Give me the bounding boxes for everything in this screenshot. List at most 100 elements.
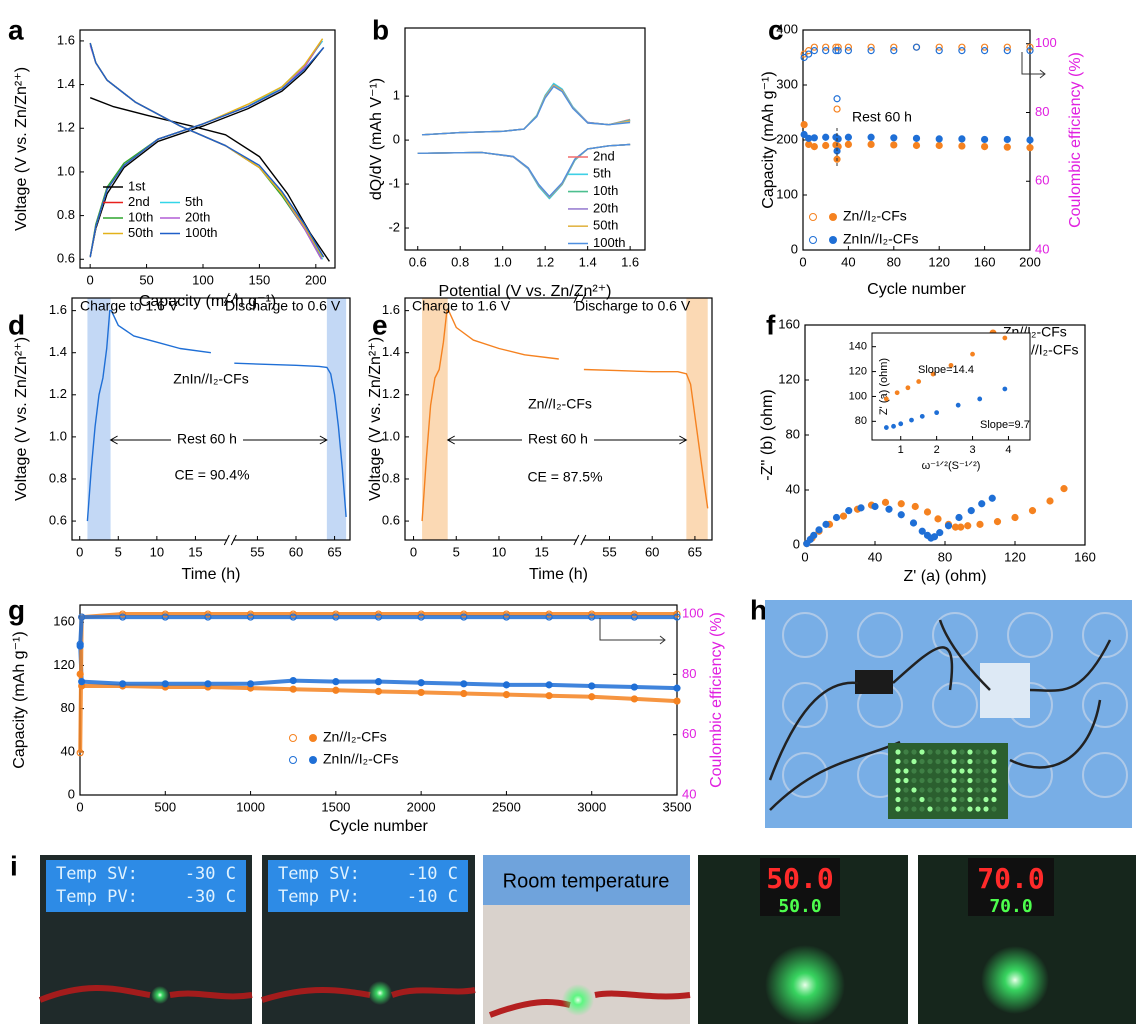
data-point <box>1002 386 1008 392</box>
panel-label: g <box>8 594 25 625</box>
y2-tick-label: 100 <box>682 605 704 620</box>
led <box>959 777 965 784</box>
lcd <box>46 860 246 912</box>
data-point <box>332 678 340 686</box>
x-tick-label: 0 <box>76 544 83 559</box>
x-tick-label: 1.0 <box>494 254 512 269</box>
x-tick-label: 160 <box>1074 549 1096 564</box>
series-line <box>86 309 347 522</box>
y2-tick-label: 40 <box>682 786 696 801</box>
x-tick-label: 0 <box>799 254 806 269</box>
data-point <box>912 141 921 150</box>
y-tick-label: 80 <box>855 415 867 427</box>
legend-label: 1st <box>128 178 146 193</box>
panel-label: h <box>750 594 767 625</box>
panel-label: c <box>768 14 784 45</box>
data-point <box>839 512 848 520</box>
led <box>919 749 925 755</box>
annotation: Discharge to 0.6 V <box>575 298 691 314</box>
battery <box>855 670 893 694</box>
legend-label: 2nd <box>593 148 615 163</box>
frame-2: Temp SV: -10 C Temp PV: -10 C <box>261 855 476 1024</box>
lcd-text: Temp SV: <box>56 864 138 884</box>
data-point <box>545 692 553 700</box>
shaded-band <box>326 298 347 540</box>
y-tick-label: 100 <box>849 390 867 402</box>
y-tick-label: 400 <box>776 21 798 36</box>
controller <box>760 858 840 916</box>
ce-point <box>834 47 842 55</box>
ce-point <box>1003 43 1011 51</box>
y-tick-label: 1.0 <box>57 163 75 178</box>
data-point <box>545 681 553 689</box>
series-line <box>417 84 631 199</box>
data-point <box>673 684 681 692</box>
y2-tick-label: 60 <box>1035 173 1049 188</box>
emblem <box>782 612 828 658</box>
led <box>975 787 981 793</box>
led <box>911 749 917 755</box>
x-tick-label: 0 <box>801 549 808 564</box>
data-point <box>883 425 889 430</box>
legend-marker <box>809 236 817 244</box>
x-tick-label: 10 <box>150 544 164 559</box>
data-point <box>810 531 818 539</box>
x-tick-label: 200 <box>1019 254 1041 269</box>
plot-frame <box>404 297 713 541</box>
led <box>927 787 933 793</box>
y-tick-label: 1.6 <box>49 302 67 317</box>
y-tick-label: 100 <box>776 186 798 201</box>
y-axis-label: Capacity (mAh g⁻¹) <box>760 71 777 208</box>
x-tick-label: 4 <box>1005 444 1011 456</box>
frame-5: 70.0 70.0 <box>918 855 1136 1024</box>
panel-label: a <box>8 14 24 45</box>
y-tick-label: 1.2 <box>49 386 67 401</box>
ce-point <box>545 613 553 621</box>
lcd-text: -30 C <box>185 887 236 907</box>
led <box>935 758 941 765</box>
ce-point <box>822 43 830 51</box>
legend-label: 20th <box>593 200 618 215</box>
data-point <box>1003 135 1011 144</box>
x-tick-label: 2000 <box>407 799 436 814</box>
x-tick-label: 5 <box>453 544 460 559</box>
led <box>951 777 957 784</box>
series-band <box>78 645 678 691</box>
data-point <box>905 385 911 391</box>
led <box>935 777 941 784</box>
x-tick-label: 500 <box>154 799 176 814</box>
x-tick-label: 65 <box>327 544 341 559</box>
x-tick-label: 0 <box>76 799 83 814</box>
data-point <box>988 494 996 502</box>
legend-label: 5th <box>185 194 203 209</box>
annotation: Rest 60 h <box>528 431 588 447</box>
x-tick-label: 65 <box>688 544 702 559</box>
led-glow <box>562 984 594 1016</box>
led <box>991 787 997 793</box>
x-tick-label: 3000 <box>577 799 606 814</box>
emblem <box>857 612 903 658</box>
data-point <box>978 500 986 508</box>
data-point <box>845 507 853 515</box>
legend-marker <box>809 213 817 221</box>
ce-point <box>502 613 511 621</box>
data-point <box>890 141 898 149</box>
led <box>959 796 965 803</box>
ce-point <box>980 47 989 55</box>
x-axis-label: Cycle number <box>329 818 428 835</box>
emblem <box>1082 682 1128 728</box>
led <box>935 749 941 755</box>
led <box>975 806 981 812</box>
legend-label: 2nd <box>128 194 150 209</box>
data-point <box>948 362 954 368</box>
ce-point <box>935 47 943 55</box>
led-glow <box>368 981 392 1005</box>
y-tick-label: 1.2 <box>57 120 75 135</box>
ce-point <box>822 47 830 55</box>
ce-point <box>1026 43 1034 51</box>
led-matrix <box>895 749 997 812</box>
data-point <box>958 135 966 143</box>
data-point <box>894 390 900 396</box>
plot-frame <box>71 297 351 541</box>
